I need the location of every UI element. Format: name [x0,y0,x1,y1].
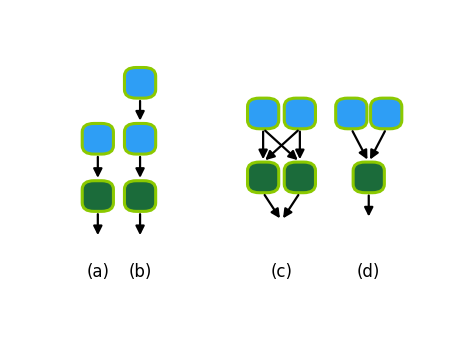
FancyBboxPatch shape [371,98,402,129]
FancyBboxPatch shape [125,67,155,98]
Text: (a): (a) [86,263,109,281]
FancyBboxPatch shape [336,98,367,129]
FancyBboxPatch shape [284,98,316,129]
FancyBboxPatch shape [353,162,384,193]
FancyBboxPatch shape [247,162,279,193]
FancyBboxPatch shape [125,181,155,211]
FancyBboxPatch shape [247,98,279,129]
Text: (d): (d) [357,263,381,281]
FancyBboxPatch shape [284,162,316,193]
FancyBboxPatch shape [82,181,113,211]
Text: (c): (c) [271,263,292,281]
FancyBboxPatch shape [125,124,155,154]
Text: (b): (b) [128,263,152,281]
FancyBboxPatch shape [82,124,113,154]
